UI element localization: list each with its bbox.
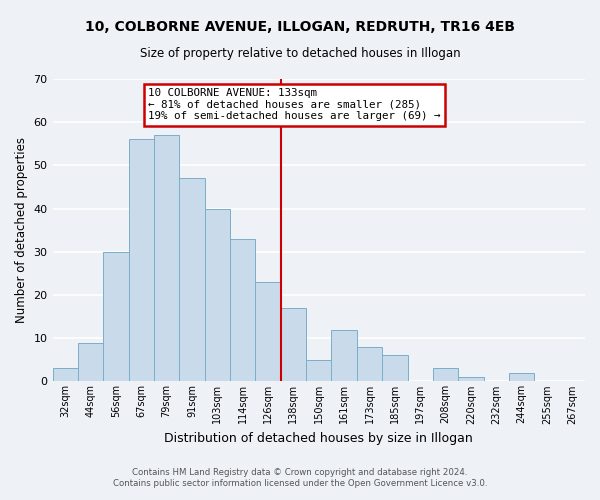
Bar xyxy=(306,360,331,382)
Y-axis label: Number of detached properties: Number of detached properties xyxy=(15,137,28,323)
Text: Size of property relative to detached houses in Illogan: Size of property relative to detached ho… xyxy=(140,48,460,60)
Bar xyxy=(281,308,306,382)
Bar xyxy=(154,135,179,382)
Text: 10 COLBORNE AVENUE: 133sqm
← 81% of detached houses are smaller (285)
19% of sem: 10 COLBORNE AVENUE: 133sqm ← 81% of deta… xyxy=(148,88,441,122)
Bar xyxy=(103,252,128,382)
Bar xyxy=(357,347,382,382)
Text: 10, COLBORNE AVENUE, ILLOGAN, REDRUTH, TR16 4EB: 10, COLBORNE AVENUE, ILLOGAN, REDRUTH, T… xyxy=(85,20,515,34)
Bar xyxy=(128,140,154,382)
Bar xyxy=(256,282,281,382)
Bar xyxy=(509,372,534,382)
Text: Contains HM Land Registry data © Crown copyright and database right 2024.
Contai: Contains HM Land Registry data © Crown c… xyxy=(113,468,487,487)
Bar xyxy=(53,368,78,382)
Bar xyxy=(458,377,484,382)
Bar xyxy=(78,342,103,382)
Bar xyxy=(331,330,357,382)
Bar xyxy=(382,356,407,382)
Bar xyxy=(433,368,458,382)
X-axis label: Distribution of detached houses by size in Illogan: Distribution of detached houses by size … xyxy=(164,432,473,445)
Bar xyxy=(205,208,230,382)
Bar xyxy=(179,178,205,382)
Bar xyxy=(230,239,256,382)
